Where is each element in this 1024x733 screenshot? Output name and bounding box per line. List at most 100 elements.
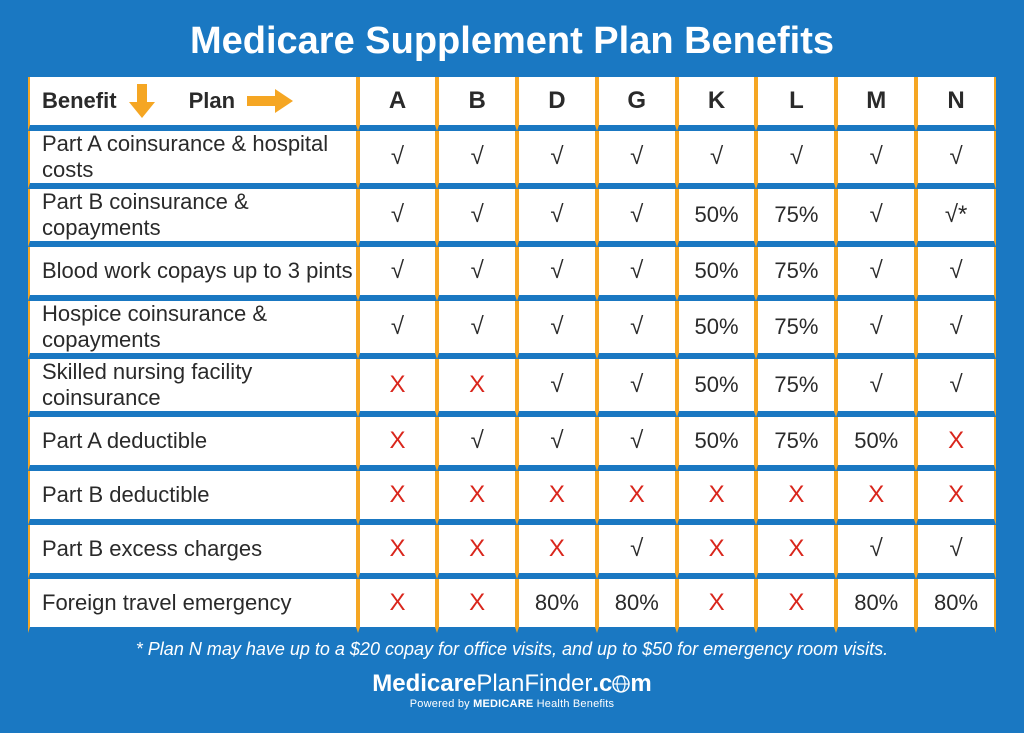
benefit-cell: √ bbox=[517, 131, 597, 189]
benefit-cell: √ bbox=[517, 359, 597, 417]
benefit-cell: X bbox=[756, 525, 836, 579]
logo-part2: PlanFinder bbox=[476, 670, 592, 697]
table-row: Hospice coinsurance & copayments√√√√50%7… bbox=[28, 301, 996, 359]
plan-header: G bbox=[597, 77, 677, 131]
benefit-cell: √* bbox=[916, 189, 996, 247]
benefit-cell: √ bbox=[677, 131, 757, 189]
table-row: Part B coinsurance & copayments√√√√50%75… bbox=[28, 189, 996, 247]
benefit-cell: √ bbox=[517, 417, 597, 471]
benefit-cell: X bbox=[437, 579, 517, 633]
plan-header: L bbox=[756, 77, 836, 131]
benefit-cell: √ bbox=[437, 189, 517, 247]
benefit-cell: √ bbox=[358, 247, 438, 301]
page-title: Medicare Supplement Plan Benefits bbox=[28, 20, 996, 63]
benefit-cell: X bbox=[437, 359, 517, 417]
benefit-cell: √ bbox=[437, 301, 517, 359]
benefit-label-cell: Skilled nursing facility coinsurance bbox=[28, 359, 358, 417]
benefit-cell: 75% bbox=[756, 189, 836, 247]
benefit-cell: X bbox=[358, 417, 438, 471]
benefit-cell: X bbox=[358, 359, 438, 417]
benefit-label-cell: Hospice coinsurance & copayments bbox=[28, 301, 358, 359]
plan-header: N bbox=[916, 77, 996, 131]
benefit-cell: 75% bbox=[756, 301, 836, 359]
benefit-cell: √ bbox=[836, 247, 916, 301]
benefit-cell: 50% bbox=[677, 301, 757, 359]
benefit-cell: 80% bbox=[597, 579, 677, 633]
benefit-cell: X bbox=[358, 471, 438, 525]
benefit-cell: X bbox=[916, 417, 996, 471]
logo-sub-prefix: Powered by bbox=[410, 698, 473, 710]
benefit-cell: X bbox=[756, 579, 836, 633]
arrow-right-icon bbox=[247, 89, 293, 113]
benefit-cell: 50% bbox=[677, 247, 757, 301]
benefit-cell: √ bbox=[597, 131, 677, 189]
benefit-cell: X bbox=[517, 471, 597, 525]
benefit-cell: X bbox=[677, 525, 757, 579]
logo-main: MedicarePlanFinder.c m bbox=[28, 670, 996, 698]
benefit-cell: 50% bbox=[677, 189, 757, 247]
plan-header: M bbox=[836, 77, 916, 131]
benefit-cell: √ bbox=[597, 359, 677, 417]
benefit-cell: X bbox=[756, 471, 836, 525]
benefit-cell: √ bbox=[597, 189, 677, 247]
benefit-cell: X bbox=[836, 471, 916, 525]
benefit-cell: √ bbox=[756, 131, 836, 189]
benefit-cell: 80% bbox=[836, 579, 916, 633]
benefit-cell: √ bbox=[836, 525, 916, 579]
plan-header: D bbox=[517, 77, 597, 131]
logo-part3: .c bbox=[592, 670, 612, 697]
benefit-cell: √ bbox=[358, 301, 438, 359]
benefit-label-cell: Part B deductible bbox=[28, 471, 358, 525]
benefit-cell: √ bbox=[597, 301, 677, 359]
benefit-label: Benefit bbox=[42, 88, 117, 114]
benefit-cell: √ bbox=[437, 131, 517, 189]
table-row: Blood work copays up to 3 pints√√√√50%75… bbox=[28, 247, 996, 301]
benefit-cell: 75% bbox=[756, 417, 836, 471]
logo-sub-bold: MEDICARE bbox=[473, 698, 533, 710]
table-header-row: Benefit Plan A B D G K L M N bbox=[28, 77, 996, 131]
benefit-cell: √ bbox=[916, 301, 996, 359]
benefit-cell: X bbox=[437, 525, 517, 579]
benefit-cell: √ bbox=[836, 189, 916, 247]
arrow-down-icon bbox=[129, 84, 155, 118]
table-row: Part A coinsurance & hospital costs√√√√√… bbox=[28, 131, 996, 189]
benefit-cell: √ bbox=[517, 301, 597, 359]
benefit-cell: √ bbox=[836, 301, 916, 359]
benefit-cell: X bbox=[358, 579, 438, 633]
benefit-cell: √ bbox=[597, 525, 677, 579]
plan-label: Plan bbox=[189, 88, 235, 114]
logo: MedicarePlanFinder.c m Powered by MEDICAR… bbox=[28, 670, 996, 710]
benefit-cell: √ bbox=[358, 189, 438, 247]
benefit-cell: √ bbox=[358, 131, 438, 189]
table-row: Part B deductibleXXXXXXXX bbox=[28, 471, 996, 525]
benefit-cell: X bbox=[437, 471, 517, 525]
benefit-cell: X bbox=[916, 471, 996, 525]
benefit-cell: 50% bbox=[677, 417, 757, 471]
benefit-cell: √ bbox=[836, 131, 916, 189]
table-row: Skilled nursing facility coinsuranceXX√√… bbox=[28, 359, 996, 417]
table-row: Part B excess chargesXXX√XX√√ bbox=[28, 525, 996, 579]
logo-globe-icon bbox=[612, 675, 630, 693]
benefit-cell: 75% bbox=[756, 247, 836, 301]
benefit-cell: √ bbox=[836, 359, 916, 417]
logo-part4: m bbox=[630, 670, 651, 697]
plan-header: A bbox=[358, 77, 438, 131]
benefit-cell: X bbox=[597, 471, 677, 525]
footnote: * Plan N may have up to a $20 copay for … bbox=[28, 639, 996, 660]
benefit-cell: X bbox=[677, 471, 757, 525]
logo-sub: Powered by MEDICARE Health Benefits bbox=[28, 698, 996, 710]
benefit-cell: √ bbox=[916, 525, 996, 579]
benefit-cell: √ bbox=[517, 189, 597, 247]
benefit-cell: √ bbox=[916, 359, 996, 417]
benefit-cell: 75% bbox=[756, 359, 836, 417]
plan-header: B bbox=[437, 77, 517, 131]
benefit-label-cell: Foreign travel emergency bbox=[28, 579, 358, 633]
benefit-cell: √ bbox=[597, 247, 677, 301]
benefit-cell: √ bbox=[916, 247, 996, 301]
benefit-label-cell: Part A coinsurance & hospital costs bbox=[28, 131, 358, 189]
benefit-cell: X bbox=[677, 579, 757, 633]
logo-part1: Medicare bbox=[372, 670, 476, 697]
benefit-cell: 50% bbox=[836, 417, 916, 471]
benefit-cell: 80% bbox=[916, 579, 996, 633]
header-benefit-plan: Benefit Plan bbox=[28, 77, 358, 131]
